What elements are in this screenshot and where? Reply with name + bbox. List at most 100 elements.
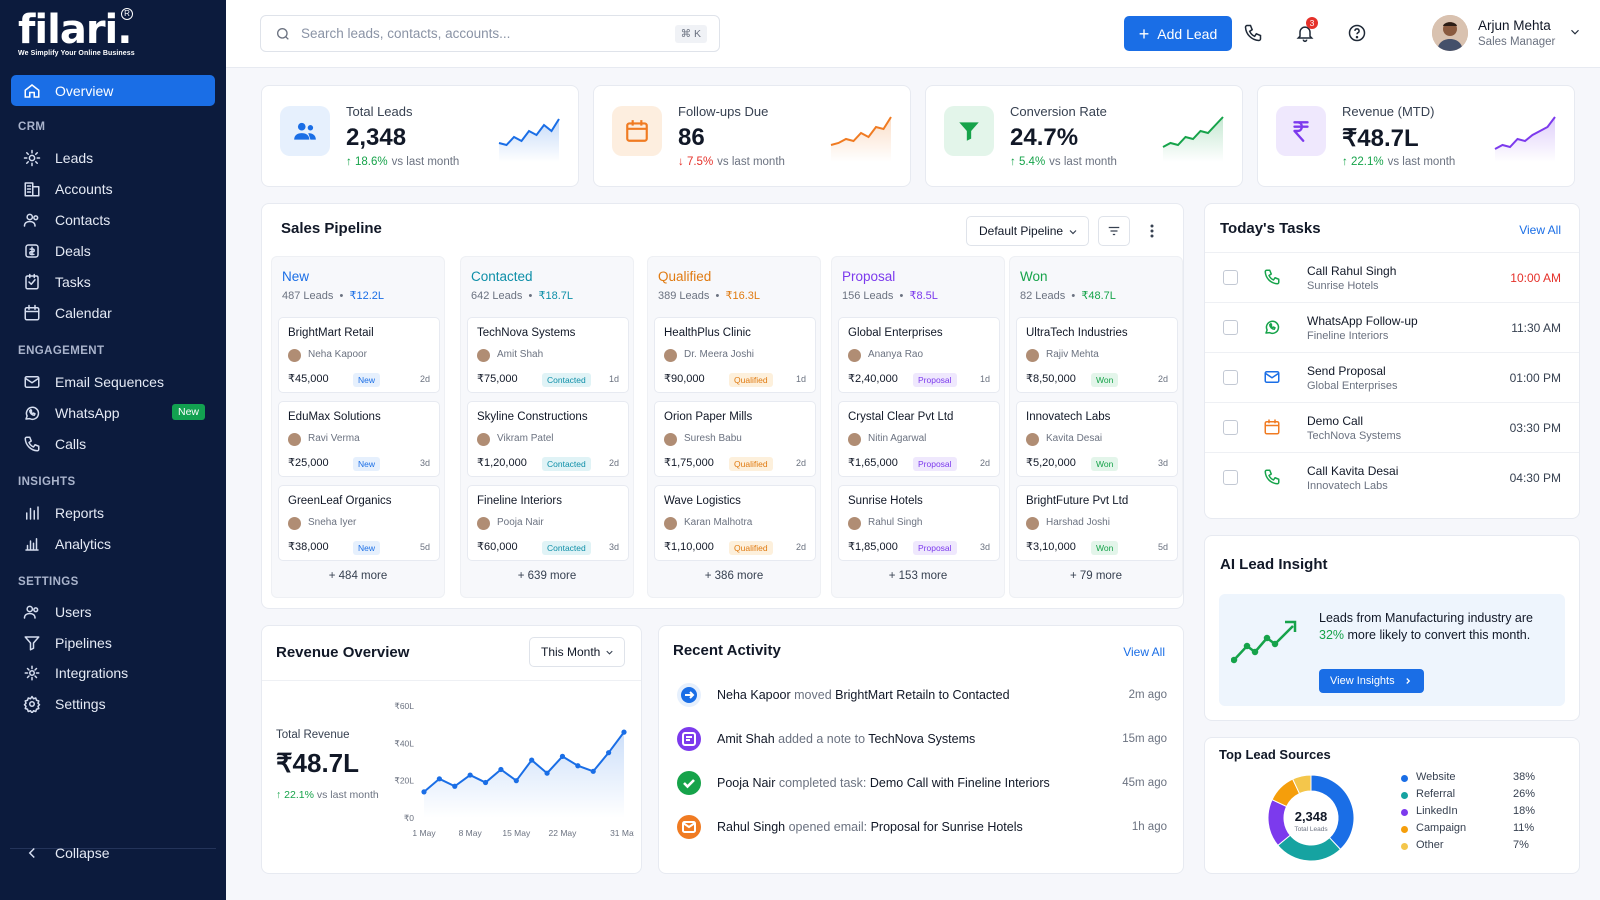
status-badge: New [353,541,381,555]
deal-card[interactable]: BrightMart Retail Neha Kapoor ₹45,000 New 2d [278,317,440,393]
revenue-point [544,770,550,776]
deal-card[interactable]: TechNova Systems Amit Shah ₹75,000 Contacte… [467,317,629,393]
pipeline-column-proposal: Proposal 156 Leads • ₹8.5L Global Enterpri… [831,256,1005,598]
sidebar-item-accounts[interactable]: Accounts [11,173,215,204]
notifications-button[interactable]: 3 [1292,17,1318,46]
legend-item: Referral 26% [1401,788,1561,804]
activity-item[interactable]: Neha Kapoor moved BrightMart Retailn to … [677,683,1167,713]
deal-owner: Rahul Singh [868,517,923,528]
deal-age: 3d [419,458,430,468]
activity-time: 15m ago [1122,733,1167,745]
task-checkbox[interactable] [1223,370,1238,385]
deal-age: 2d [795,542,806,552]
deal-card[interactable]: Innovatech Labs Kavita Desai ₹5,20,000 Won 3… [1016,401,1178,477]
funnel-icon [959,122,979,141]
task-checkbox[interactable] [1223,270,1238,285]
period-selector[interactable]: This Month [529,637,625,667]
activity-view-all-link[interactable]: View All [1123,645,1165,659]
sidebar-item-calls[interactable]: Calls [11,428,215,459]
activity-object: Demo Call with Fineline Interiors [869,776,1050,790]
ai-insight-title: AI Lead Insight [1220,556,1328,573]
sidebar-item-tasks[interactable]: Tasks [11,266,215,297]
stage-summary: 642 Leads • ₹18.7L [471,289,573,302]
kpi-card-follow-ups-due[interactable]: Follow-ups Due 86 ↓ 7.5% vs last month [593,85,911,187]
deal-card[interactable]: HealthPlus Clinic Dr. Meera Joshi ₹90,000 Q… [654,317,816,393]
deal-card[interactable]: Crystal Clear Pvt Ltd Nitin Agarwal ₹1,65,… [838,401,1000,477]
sidebar-item-overview[interactable]: Overview [11,75,215,106]
help-button[interactable] [1344,20,1370,46]
sidebar-item-leads[interactable]: Leads [11,142,215,173]
task-checkbox[interactable] [1223,470,1238,485]
task-row[interactable]: Call Kavita Desai Innovatech Labs 04:30 PM [1205,452,1579,502]
sidebar-item-pipelines[interactable]: Pipelines [11,627,215,658]
deal-card[interactable]: BrightFuture Pvt Ltd Harshad Joshi ₹3,10,0… [1016,485,1178,561]
kpi-card-revenue-mtd[interactable]: Revenue (MTD) ₹48.7L ↑ 22.1% vs last month [1257,85,1575,187]
deal-amount: ₹60,000 [477,541,518,553]
task-row[interactable]: Call Rahul Singh Sunrise Hotels 10:00 AM [1205,252,1579,302]
chevron-down-icon[interactable] [1568,25,1582,39]
task-checkbox[interactable] [1223,320,1238,335]
deal-amount: ₹1,10,000 [664,541,714,553]
deal-card[interactable]: Fineline Interiors Pooja Nair ₹60,000 Conta… [467,485,629,561]
deal-company: Global Enterprises [848,327,943,339]
rupee-icon [1293,121,1309,142]
show-more-link[interactable]: + 639 more [517,570,577,582]
kpi-card-total-leads[interactable]: Total Leads 2,348 ↑ 18.6% vs last month [261,85,579,187]
view-insights-button[interactable]: View Insights [1319,669,1424,693]
sidebar-item-calendar[interactable]: Calendar [11,297,215,328]
sidebar-item-integrations[interactable]: Integrations [11,657,215,688]
deal-card[interactable]: UltraTech Industries Rajiv Mehta ₹8,50,000… [1016,317,1178,393]
search-bar[interactable]: ⌘ K [260,15,720,52]
deal-amount: ₹1,65,000 [848,457,898,469]
kpi-label: Total Leads [346,104,413,119]
show-more-link[interactable]: + 153 more [888,570,948,582]
deal-card[interactable]: GreenLeaf Organics Sneha Iyer ₹38,000 New 5d [278,485,440,561]
task-row[interactable]: WhatsApp Follow-up Fineline Interiors 11:3… [1205,302,1579,352]
phone-icon [1263,468,1281,486]
kpi-card-conversion-rate[interactable]: Conversion Rate 24.7% ↑ 5.4% vs last month [925,85,1243,187]
sidebar-item-analytics[interactable]: Analytics [11,528,215,559]
sidebar-item-users[interactable]: Users [11,596,215,627]
show-more-link[interactable]: + 79 more [1069,570,1123,582]
activity-item[interactable]: Amit Shah added a note to TechNova Syste… [677,727,1167,757]
sidebar-item-deals[interactable]: Deals [11,235,215,266]
collapse-button[interactable]: Collapse [11,837,215,868]
sidebar-item-email-sequences[interactable]: Email Sequences [11,366,215,397]
avatar[interactable] [1432,15,1468,51]
filter-button[interactable] [1098,216,1130,246]
new-badge: New [171,404,205,420]
status-badge: Proposal [913,541,957,555]
user-name[interactable]: Arjun Mehta [1478,18,1551,33]
show-more-link[interactable]: + 386 more [704,570,764,582]
show-more-link[interactable]: + 484 more [328,570,388,582]
deal-card[interactable]: Skyline Constructions Vikram Patel ₹1,20,0… [467,401,629,477]
search-input[interactable] [301,26,661,41]
task-row[interactable]: Send Proposal Global Enterprises 01:00 PM [1205,352,1579,402]
tasks-view-all-link[interactable]: View All [1519,223,1561,237]
phone-button[interactable] [1240,20,1266,46]
deal-card[interactable]: EduMax Solutions Ravi Verma ₹25,000 New 3d [278,401,440,477]
sidebar-item-reports[interactable]: Reports [11,497,215,528]
sidebar-item-contacts[interactable]: Contacts [11,204,215,235]
deal-card[interactable]: Sunrise Hotels Rahul Singh ₹1,85,000 Propos… [838,485,1000,561]
sidebar-item-settings[interactable]: Settings [11,688,215,719]
pipeline-selector[interactable]: Default Pipeline [966,216,1089,246]
activity-item[interactable]: Pooja Nair completed task: Demo Call wit… [677,771,1167,801]
arrow-up-icon: ↑ [346,156,355,168]
add-lead-button[interactable]: + Add Lead [1124,16,1232,51]
task-checkbox[interactable] [1223,420,1238,435]
registered-mark: R [121,8,133,20]
sidebar-item-whatsapp[interactable]: WhatsApp New [11,397,215,428]
status-badge: Qualified [729,541,773,555]
calendar-icon [626,120,648,142]
deal-card[interactable]: Orion Paper Mills Suresh Babu ₹1,75,000 Qua… [654,401,816,477]
status-badge: Contacted [542,373,591,387]
more-options-button[interactable] [1142,216,1162,246]
deal-card[interactable]: Wave Logistics Karan Malhotra ₹1,10,000 Qua… [654,485,816,561]
task-row[interactable]: Demo Call TechNova Systems 03:30 PM [1205,402,1579,452]
revenue-point [436,776,442,782]
deal-card[interactable]: Global Enterprises Ananya Rao ₹2,40,000 Pro… [838,317,1000,393]
activity-item[interactable]: Rahul Singh opened email: Proposal for S… [677,815,1167,845]
stage-name: Won [1020,269,1048,284]
task-title: Send Proposal [1307,364,1386,378]
